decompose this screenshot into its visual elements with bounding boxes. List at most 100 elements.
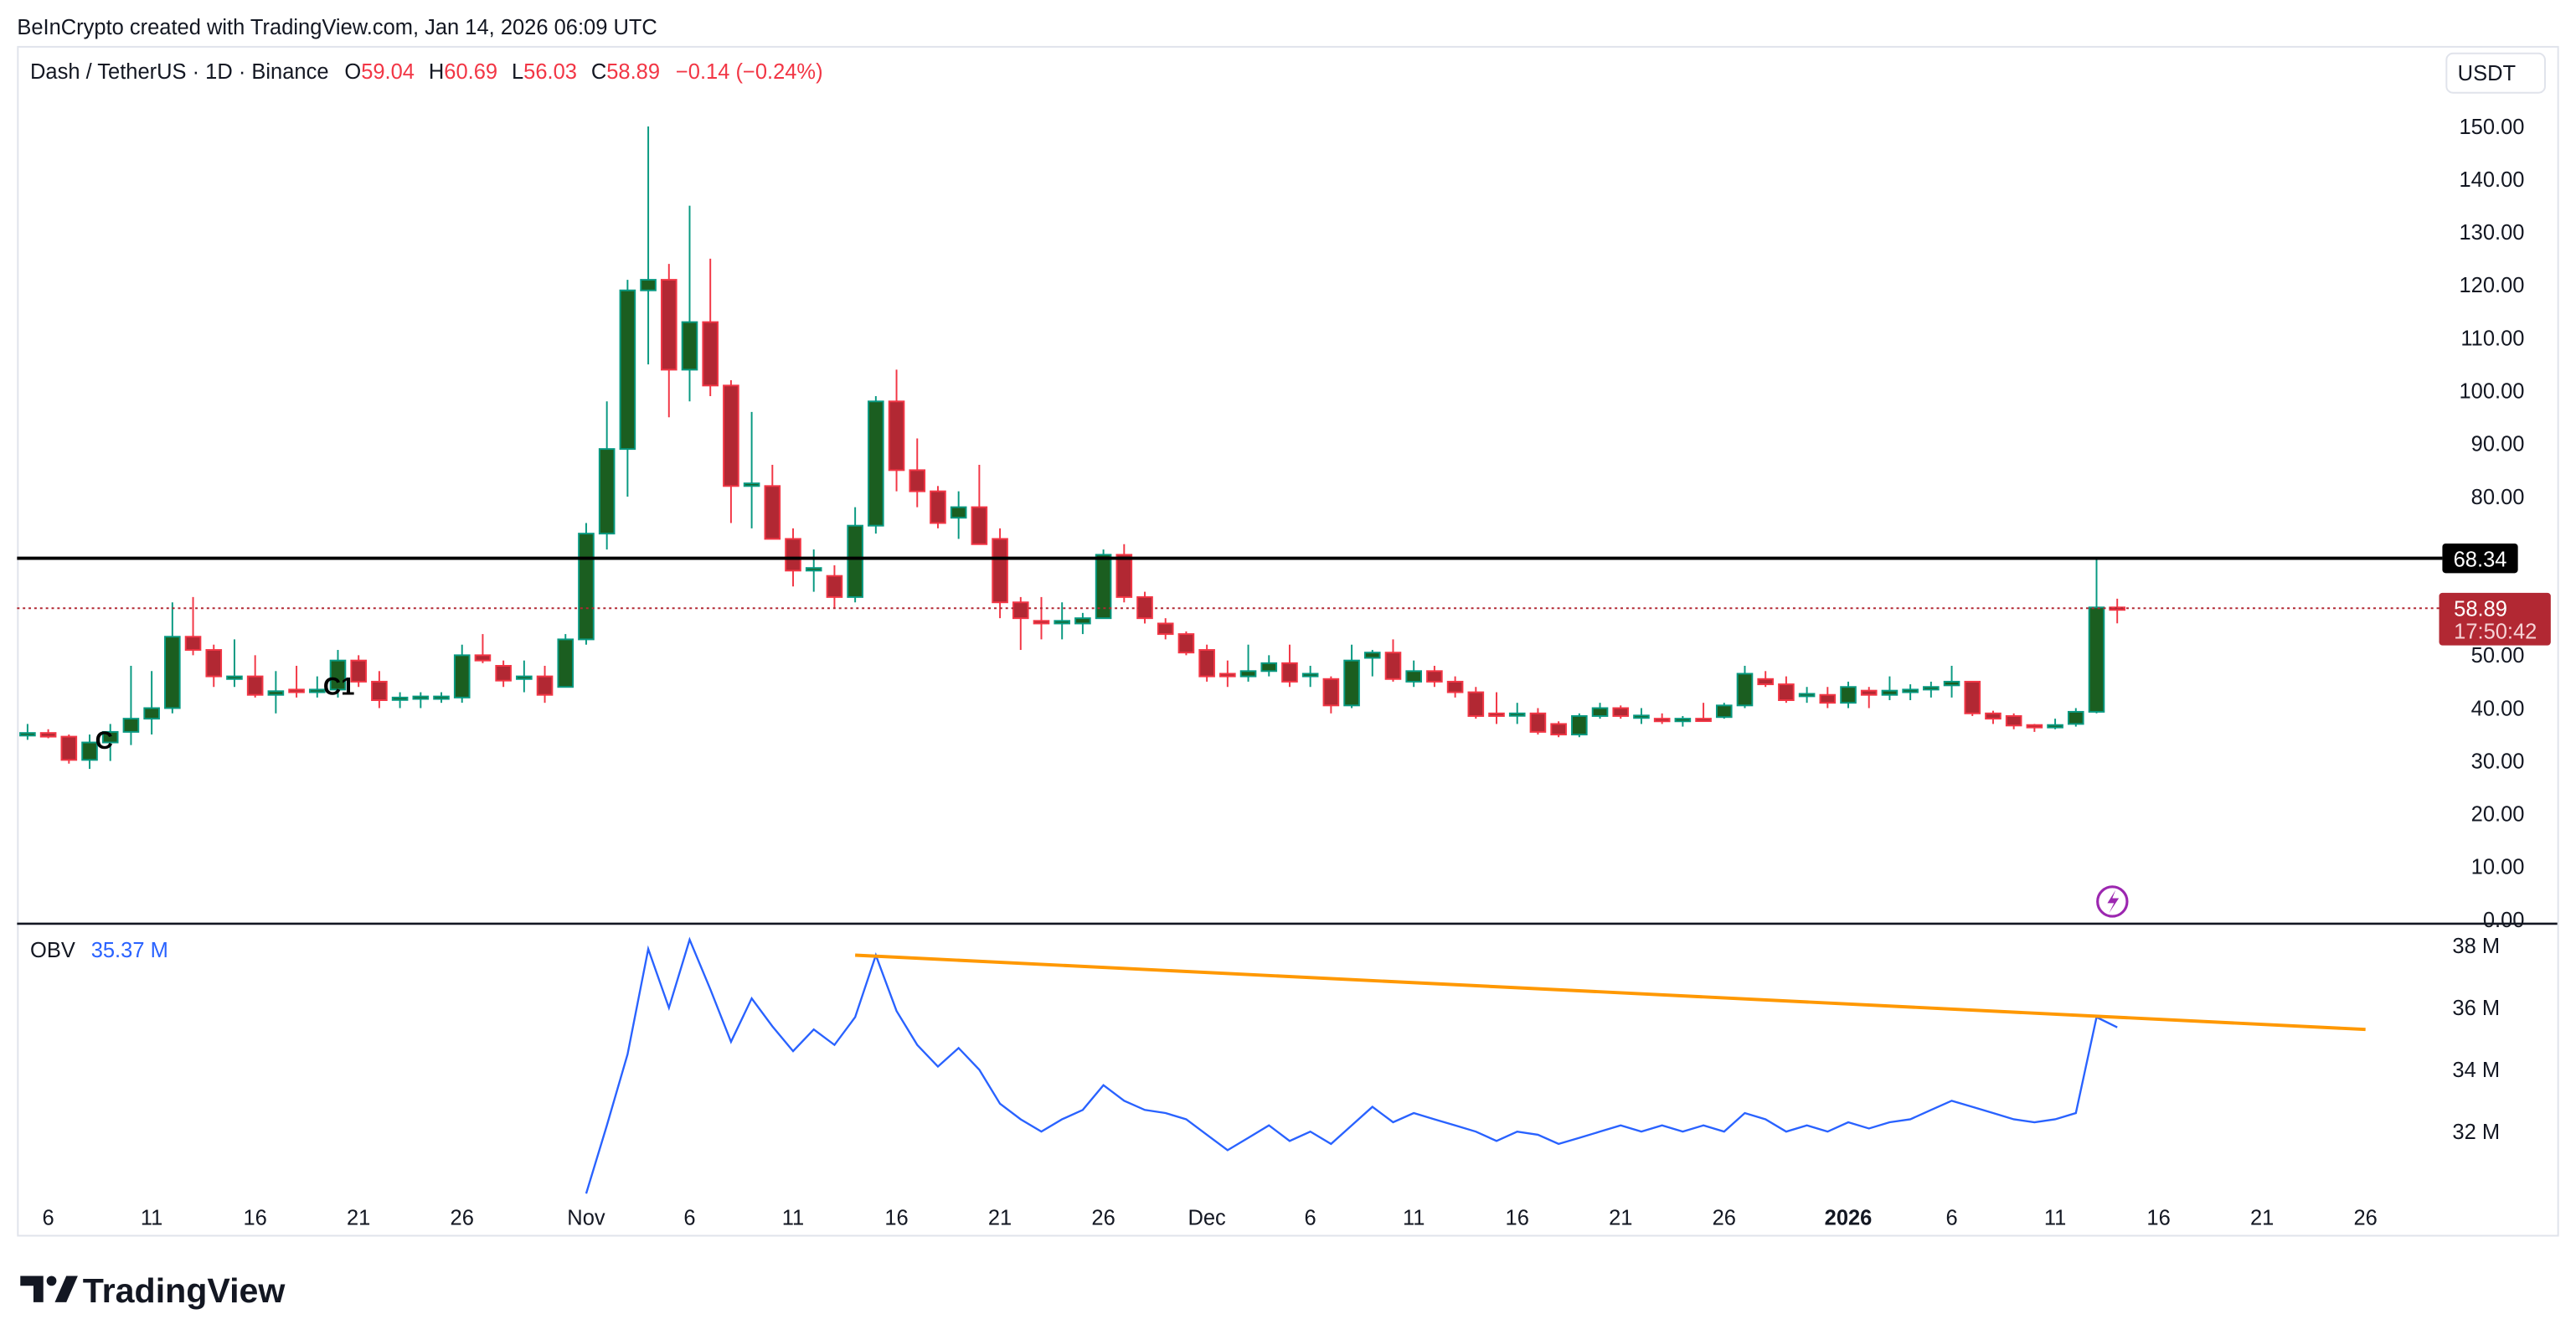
candle xyxy=(371,671,388,709)
candle-body xyxy=(930,490,946,524)
candle xyxy=(516,660,533,693)
symbol-name[interactable]: Dash / TetherUS · 1D · Binance xyxy=(30,60,328,84)
candle-body xyxy=(60,735,78,761)
candle xyxy=(1943,665,1960,698)
candle-body xyxy=(205,649,223,678)
alert-lightning-icon[interactable] xyxy=(2096,885,2129,918)
candle-body xyxy=(1054,620,1071,625)
candle xyxy=(868,395,884,534)
candle-body xyxy=(557,638,574,688)
candle-body xyxy=(1343,659,1360,707)
obv-line xyxy=(585,936,2118,1194)
candle-body xyxy=(1467,691,1485,717)
candle xyxy=(143,671,160,735)
candle xyxy=(1281,644,1298,688)
candle xyxy=(1819,687,1837,709)
price-tick-label: 100.00 xyxy=(2460,379,2525,403)
candle xyxy=(888,369,905,492)
obv-trendline[interactable] xyxy=(855,953,2366,1032)
obv-label[interactable]: OBV xyxy=(30,939,75,962)
time-tick-label: 16 xyxy=(884,1207,908,1230)
candle-body xyxy=(2067,710,2084,725)
obv-tick-label: 38 M xyxy=(2452,935,2500,958)
candle-body xyxy=(1157,622,1174,636)
attribution-text: BeInCrypto created with TradingView.com,… xyxy=(17,16,657,39)
price-tag-last: 58.89 17:50:42 xyxy=(2439,592,2551,646)
price-axis[interactable]: 150.00 140.00 130.00 120.00 110.00 100.00 90.0… xyxy=(2460,116,2525,932)
candle xyxy=(1881,676,1899,701)
candle-body xyxy=(1219,673,1236,678)
candle xyxy=(702,258,719,396)
candle xyxy=(1054,602,1071,640)
candle xyxy=(950,491,967,539)
candle xyxy=(1405,660,1422,688)
candle xyxy=(1322,676,1340,714)
symbol-legend: Dash / TetherUS · 1D · Binance O59.04 H6… xyxy=(30,60,823,84)
candle xyxy=(847,507,863,603)
candle-body xyxy=(950,506,967,519)
candle-body xyxy=(826,575,843,598)
candle xyxy=(1384,639,1402,682)
levels xyxy=(17,556,2443,610)
candle xyxy=(1736,665,1754,709)
tradingview-logo: TradingView xyxy=(20,1271,286,1310)
close-value: 58.89 xyxy=(606,60,660,84)
candle-body xyxy=(971,506,988,545)
time-axis[interactable]: 6 11 16 21 26 Nov 6 11 16 21 26 Dec 6 11 16 21 26 2026 6 11… xyxy=(43,1207,2378,1230)
chart-frame xyxy=(17,45,2559,1237)
candle xyxy=(1985,710,2002,724)
candle xyxy=(1778,676,1795,704)
candle xyxy=(495,660,512,688)
candle-body xyxy=(453,654,471,698)
candle xyxy=(1115,544,1133,603)
candle-body xyxy=(495,665,512,682)
candle xyxy=(1488,692,1505,724)
obv-value: 35.37 M xyxy=(91,939,168,962)
time-tick-label: 16 xyxy=(2146,1207,2170,1230)
time-tick-label: 26 xyxy=(451,1207,474,1230)
candle-body xyxy=(1985,712,2002,720)
candle xyxy=(453,644,471,704)
candle-body xyxy=(2005,714,2022,727)
candle xyxy=(1239,644,1257,682)
price-tick-label: 130.00 xyxy=(2460,221,2525,245)
candle xyxy=(205,644,223,688)
time-tick-label: 21 xyxy=(347,1207,370,1230)
candle-body xyxy=(1488,712,1505,717)
candle-body xyxy=(143,707,160,720)
candle-body xyxy=(2088,606,2105,713)
candle xyxy=(308,676,326,698)
candle xyxy=(1363,650,1381,677)
time-tick-label: 11 xyxy=(1403,1207,1425,1230)
candle-body xyxy=(226,675,243,680)
high-label: H xyxy=(429,60,444,84)
candle xyxy=(1798,687,1816,704)
candle xyxy=(723,380,739,523)
candle xyxy=(246,655,264,698)
currency-button[interactable]: USDT xyxy=(2445,52,2546,94)
candle xyxy=(81,734,98,770)
price-tick-label: 90.00 xyxy=(2471,433,2525,456)
candle xyxy=(1860,687,1878,709)
candle xyxy=(1674,715,1692,727)
candle-body xyxy=(1571,714,1588,736)
candle xyxy=(2088,558,2105,714)
candle-body xyxy=(1778,683,1795,701)
candle-body xyxy=(1260,662,1278,673)
price-tick-label: 10.00 xyxy=(2471,856,2525,879)
candle xyxy=(992,528,1008,619)
price-tick-label: 150.00 xyxy=(2460,116,2525,139)
candle-body xyxy=(785,538,801,572)
candle-body xyxy=(1426,670,1443,683)
candle-body xyxy=(1508,712,1526,717)
candle xyxy=(805,549,822,592)
obv-axis[interactable]: 38 M 36 M 34 M 32 M xyxy=(2452,935,2500,1144)
candle-body xyxy=(1177,633,1195,654)
candle-body xyxy=(1384,652,1402,680)
candle xyxy=(1157,618,1174,640)
candle-body xyxy=(723,384,739,487)
candle-body xyxy=(1446,680,1464,693)
candle-body xyxy=(308,688,326,693)
obv-tick-label: 36 M xyxy=(2452,997,2500,1020)
